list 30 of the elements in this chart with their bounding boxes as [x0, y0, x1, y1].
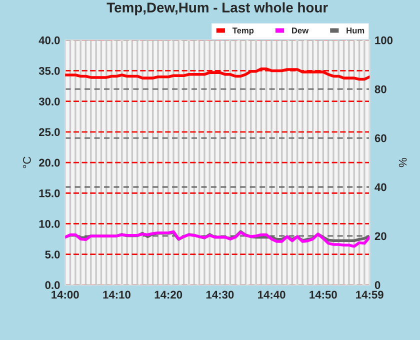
y2-tick-label: 60 [374, 134, 386, 142]
y2-tick-label: 0 [374, 281, 380, 290]
y-tick-label: 35.0 [38, 66, 60, 75]
x-tick-label: 14:40 [258, 290, 286, 299]
y-tick-label: 25.0 [39, 128, 60, 136]
y2-tick-label: 100 [375, 36, 393, 44]
x-tick-label: 14:20 [154, 290, 182, 299]
chart-title: Temp,Dew,Hum - Last whole hour [106, 2, 328, 16]
line-series [65, 67, 370, 81]
x-tick-label: 14:59 [356, 290, 384, 299]
y-tick-label: 10.0 [39, 220, 60, 228]
y-tick-label: 5.0 [45, 250, 60, 258]
y-tick-label: 30.0 [38, 98, 60, 106]
x-tick-label: 14:10 [103, 290, 130, 299]
x-tick-label: 14:00 [52, 290, 79, 299]
legend-label: Hum [346, 28, 364, 34]
x-tick-label: 14:30 [206, 290, 234, 299]
y2-tick-label: 40 [374, 183, 386, 192]
legend-label: Temp [232, 28, 254, 36]
y-tick-label: 20.0 [39, 158, 60, 167]
y-tick-label: 0.0 [45, 281, 60, 290]
legend-label: Dew [292, 28, 309, 34]
y-axis-title: °C [22, 156, 31, 168]
line-series [65, 230, 370, 248]
y-tick-label: 40.0 [38, 36, 60, 44]
y2-tick-label: 20 [374, 232, 386, 240]
y-tick-label: 15.0 [39, 189, 60, 198]
y2-axis-title: % [398, 158, 407, 168]
x-tick-label: 14:50 [310, 290, 337, 299]
y2-tick-label: 80 [374, 85, 386, 94]
